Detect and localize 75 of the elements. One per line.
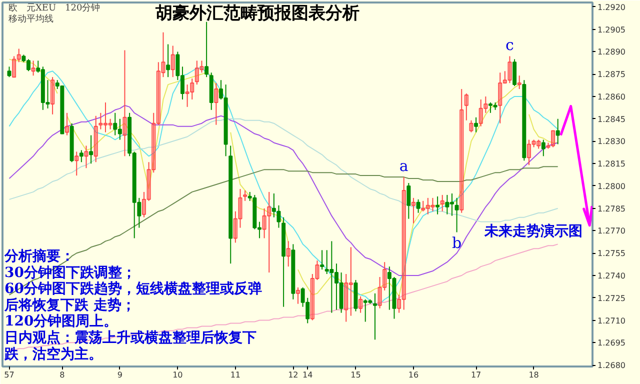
y-tick-label: 1.2770 — [598, 226, 626, 236]
candlestick — [64, 112, 69, 136]
candlestick — [320, 250, 324, 270]
candlestick — [358, 296, 363, 314]
candlestick — [31, 60, 36, 76]
candlestick — [411, 197, 416, 224]
candlestick — [74, 151, 79, 176]
candlestick — [84, 145, 88, 169]
x-tick-label: 11 — [230, 370, 241, 380]
candlestick — [89, 134, 94, 164]
candlestick — [50, 76, 55, 115]
candlestick — [214, 82, 218, 126]
candlestick — [469, 120, 474, 133]
y-tick-label: 1.2815 — [598, 160, 626, 169]
y-tick-label: 1.2905 — [598, 25, 626, 34]
x-tick-label: 17 — [470, 370, 482, 380]
annotation: 未来走势演示图 — [484, 222, 582, 240]
y-tick-label: 1.2725 — [598, 294, 626, 303]
candlestick — [243, 190, 248, 202]
candlestick — [406, 182, 411, 220]
candlestick — [556, 118, 560, 145]
x-tick-label: 8 — [60, 370, 65, 380]
y-tick-label: 1.2680 — [598, 361, 626, 370]
candlestick — [440, 194, 444, 212]
y-tick-label: 1.2875 — [598, 70, 626, 80]
annotation: b — [452, 234, 462, 252]
candlestick — [464, 93, 468, 121]
y-tick-label: 1.2920 — [598, 2, 626, 12]
candlestick — [454, 197, 459, 233]
annotation: 移动平均线 — [8, 14, 54, 24]
annotation: 分析摘要： — [4, 248, 74, 264]
x-tick-label: 18 — [528, 370, 539, 380]
x-tick-label: 16 — [408, 370, 419, 380]
candlestick — [170, 45, 175, 78]
candlestick — [474, 116, 478, 133]
y-tick-label: 1.2890 — [598, 48, 626, 57]
annotation: 120分钟图周上。 — [4, 314, 118, 330]
candlestick — [416, 198, 420, 214]
candlestick — [166, 44, 170, 78]
candlestick — [204, 21, 209, 78]
candlestick — [296, 286, 300, 304]
candlestick — [517, 75, 522, 90]
candlestick — [122, 50, 127, 157]
annotation: 欧 元XEU 120分钟 — [8, 2, 100, 14]
y-tick-label: 1.2845 — [598, 114, 626, 124]
annotation: c — [506, 36, 514, 54]
x-tick-label: 10 — [172, 370, 183, 380]
y-tick-label: 1.2785 — [598, 204, 626, 214]
annotation: 日内观点：震荡上升或横盘整理后恢复下 — [4, 329, 256, 346]
x-tick-label: 14 — [302, 370, 313, 380]
y-tick-label: 1.2755 — [598, 249, 626, 258]
annotation: a — [399, 157, 408, 176]
chart-title: 胡豪外汇范畴预报图表分析 — [154, 4, 360, 24]
y-tick-label: 1.2740 — [598, 272, 626, 280]
candlestick — [7, 66, 12, 78]
y-tick-label: 1.2860 — [598, 92, 626, 102]
x-tick-label: 12 — [288, 370, 298, 380]
candlestick — [541, 139, 546, 157]
x-tick-label: 57 — [4, 370, 14, 380]
candlestick — [512, 58, 517, 87]
x-tick-label: 9 — [117, 370, 122, 380]
x-tick-label: 15 — [350, 370, 361, 380]
annotation: 跌，沽空为主。 — [4, 345, 102, 362]
candlestick — [372, 292, 377, 340]
candlestick — [286, 240, 290, 268]
y-tick-label: 1.2830 — [598, 137, 626, 146]
y-tick-label: 1.2710 — [598, 316, 626, 326]
candlestick — [460, 88, 464, 214]
candlestick — [79, 150, 84, 163]
candlestick — [94, 115, 98, 163]
candlestick — [436, 196, 440, 215]
line-series — [8, 118, 558, 222]
annotation: 后将恢复下跌 走势； — [4, 296, 136, 314]
y-tick-label: 1.2800 — [598, 182, 626, 191]
y-tick-label: 1.2695 — [598, 338, 626, 348]
